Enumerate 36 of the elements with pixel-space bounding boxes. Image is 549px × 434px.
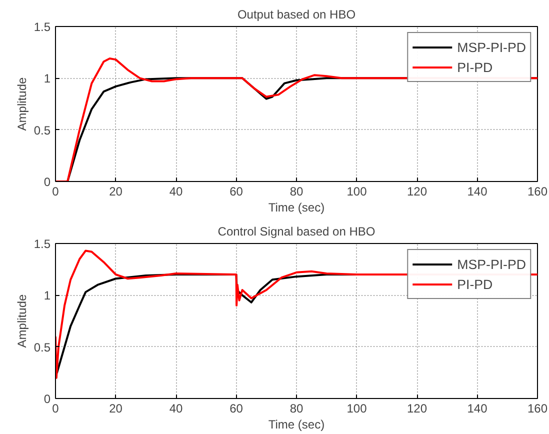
legend-label: PI-PD [457,60,493,74]
chart-title: Control Signal based on HBO [218,224,376,238]
x-tick-label: 0 [52,402,60,416]
x-tick-label: 20 [109,402,123,416]
y-tick-label: 0 [44,175,51,189]
x-tick-label: 140 [467,184,488,198]
x-tick-label: 120 [406,402,428,416]
x-tick-label: 60 [230,402,244,416]
x-tick-label: 160 [527,184,548,198]
x-tick-label: 140 [467,402,488,416]
y-tick-label: 0.5 [34,123,51,138]
x-tick-label: 100 [346,402,368,416]
x-tick-label: 0 [52,184,60,198]
y-tick-label: 0 [44,392,51,406]
y-tick-label: 1 [44,288,51,303]
y-axis-title: Amplitude [14,76,29,131]
chart-title: Output based on HBO [237,8,356,22]
x-tick-label: 20 [109,184,123,198]
x-axis-title: Time (sec) [268,418,325,432]
y-tick-label: 0.5 [34,340,51,354]
x-tick-label: 60 [230,184,244,198]
x-tick-label: 100 [346,184,368,198]
x-tick-label: 80 [290,402,304,416]
legend-label: MSP-PI-PD [457,40,526,54]
x-axis-title: Time (sec) [268,200,325,214]
y-tick-label: 1.5 [34,237,51,251]
y-tick-label: 1 [44,72,51,86]
y-axis-title: Amplitude [14,294,29,348]
y-tick-label: 1.5 [34,20,51,34]
legend-label: MSP-PI-PD [457,256,526,272]
x-tick-label: 120 [406,184,428,198]
x-tick-label: 160 [527,402,548,416]
legend-label: PI-PD [457,276,493,292]
x-tick-label: 40 [169,402,183,416]
x-tick-label: 40 [169,184,183,198]
x-tick-label: 80 [290,184,304,198]
